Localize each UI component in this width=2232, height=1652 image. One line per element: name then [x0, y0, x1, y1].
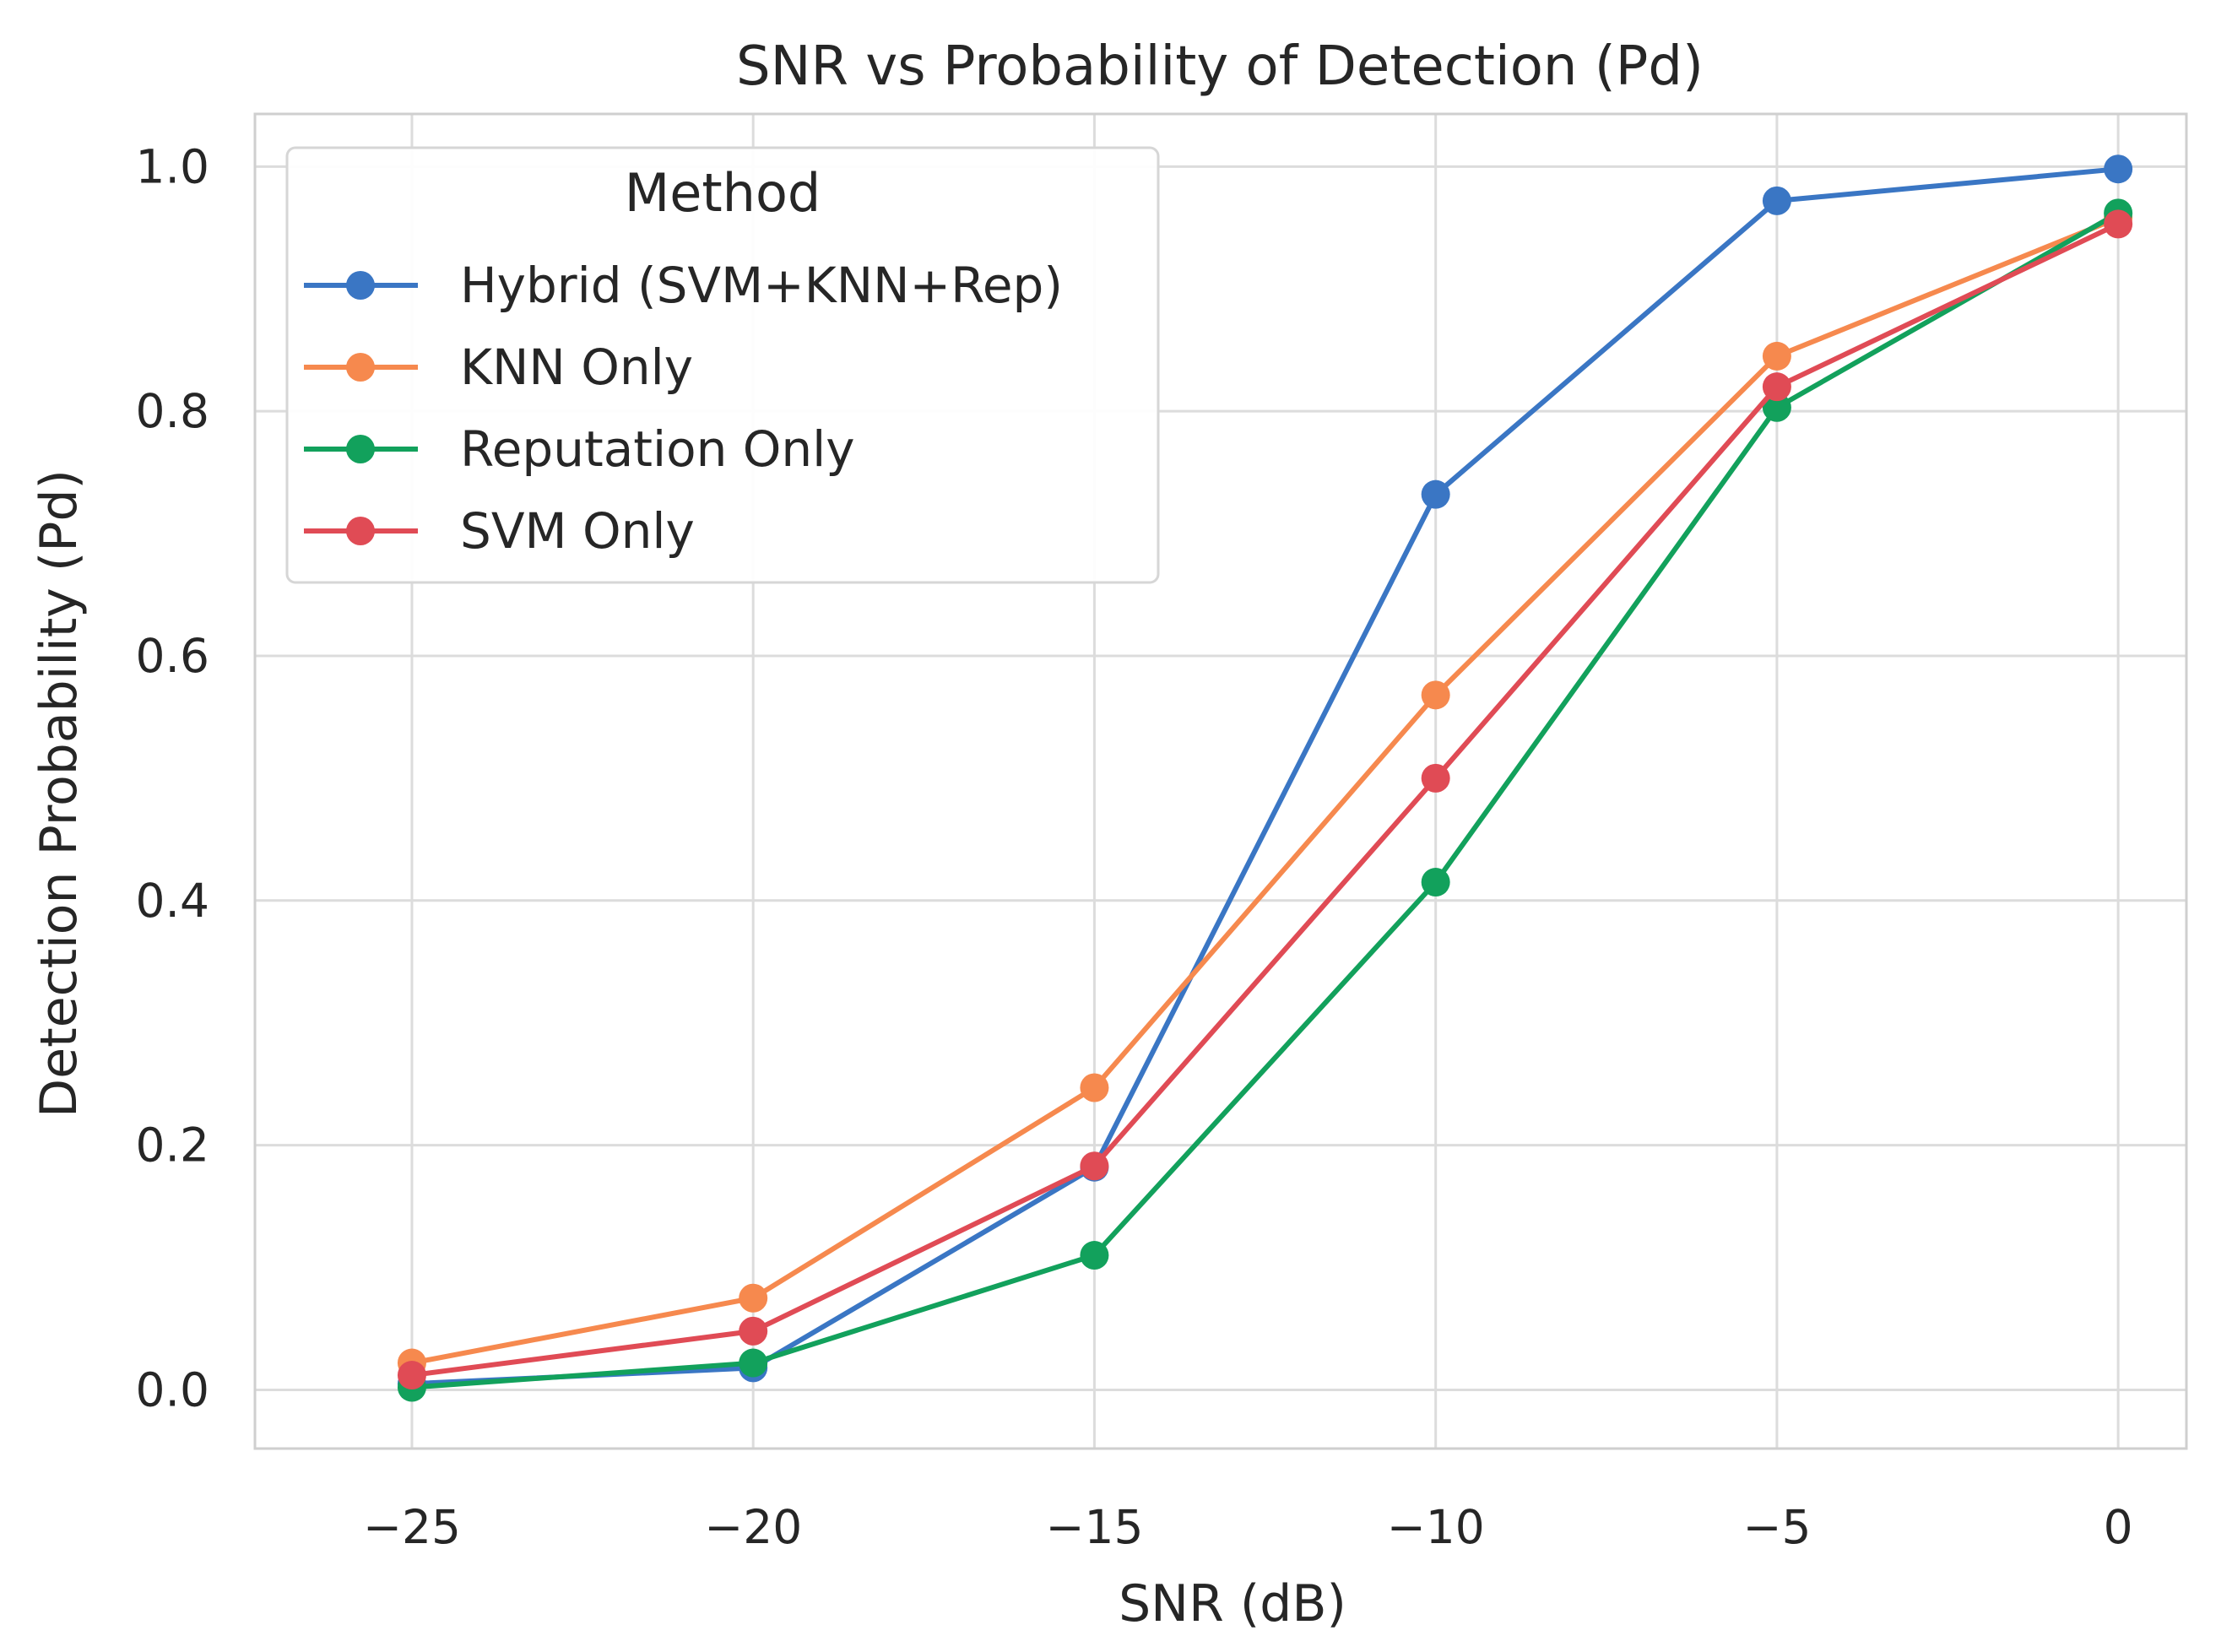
- data-point: [739, 1283, 768, 1313]
- x-tick-label: 0: [2104, 1500, 2133, 1554]
- legend-item: KNN Only: [304, 339, 693, 396]
- data-point: [2104, 209, 2133, 239]
- series-line: [409, 166, 2121, 1387]
- legend-title: Method: [625, 162, 821, 224]
- series-svm-only: [397, 209, 2133, 1390]
- data-point: [739, 1316, 768, 1346]
- y-tick-label: 0.2: [136, 1118, 209, 1173]
- legend-item: Hybrid (SVM+KNN+Rep): [304, 257, 1063, 314]
- data-point: [1080, 1241, 1109, 1270]
- legend-item: SVM Only: [304, 502, 695, 560]
- data-point: [1421, 680, 1450, 710]
- y-tick-label: 0.8: [136, 384, 209, 438]
- x-axis-label: SNR (dB): [1119, 1574, 1346, 1633]
- data-point: [1421, 868, 1450, 897]
- series-line: [409, 210, 2121, 1390]
- data-point: [1762, 186, 1791, 215]
- series-line: [409, 215, 2121, 1366]
- y-tick-label: 0.6: [136, 629, 209, 683]
- legend-label: KNN Only: [460, 339, 693, 396]
- y-tick-label: 0.0: [136, 1362, 209, 1416]
- x-tick-label: −5: [1742, 1500, 1811, 1554]
- x-tick-label: −20: [704, 1500, 802, 1554]
- legend-item: Reputation Only: [304, 420, 855, 478]
- data-point: [1762, 341, 1791, 371]
- plot-frame: [253, 112, 2188, 1450]
- y-axis-label: Detection Probability (Pd): [30, 469, 89, 1118]
- data-point: [1762, 393, 1791, 422]
- x-axis-ticks: −25 −20 −15 −10 −5 0: [363, 1500, 2133, 1554]
- data-point: [2104, 154, 2133, 184]
- data-point: [1080, 1073, 1109, 1102]
- legend-label: Hybrid (SVM+KNN+Rep): [460, 257, 1063, 314]
- legend-swatch-marker: [346, 353, 375, 382]
- series-layer: [397, 154, 2133, 1402]
- series-line: [409, 221, 2121, 1378]
- y-tick-label: 0.4: [136, 874, 209, 928]
- y-axis-ticks: 0.0 0.2 0.4 0.6 0.8 1.0: [136, 139, 209, 1416]
- legend-swatch-marker: [346, 517, 375, 545]
- data-point: [1421, 763, 1450, 793]
- data-point: [1762, 372, 1791, 402]
- x-tick-label: −15: [1045, 1500, 1143, 1554]
- legend-box: [285, 146, 1160, 584]
- chart-title: SNR vs Probability of Detection (Pd): [736, 35, 1704, 98]
- legend-items: Hybrid (SVM+KNN+Rep) KNN Only Reputation O…: [304, 257, 1063, 560]
- data-point: [739, 1348, 768, 1378]
- legend-swatch-marker: [346, 271, 375, 300]
- legend-swatch-marker: [346, 435, 375, 463]
- data-point: [1080, 1151, 1109, 1181]
- y-tick-label: 1.0: [136, 139, 209, 193]
- legend-label: SVM Only: [460, 502, 695, 560]
- legend: Method Hybrid (SVM+KNN+Rep) KNN Only Reput…: [285, 146, 1160, 584]
- data-point: [397, 1361, 426, 1390]
- x-tick-label: −25: [363, 1500, 461, 1554]
- legend-label: Reputation Only: [460, 420, 855, 478]
- series-knn-only: [397, 203, 2133, 1378]
- x-tick-label: −10: [1387, 1500, 1485, 1554]
- data-point: [1421, 479, 1450, 509]
